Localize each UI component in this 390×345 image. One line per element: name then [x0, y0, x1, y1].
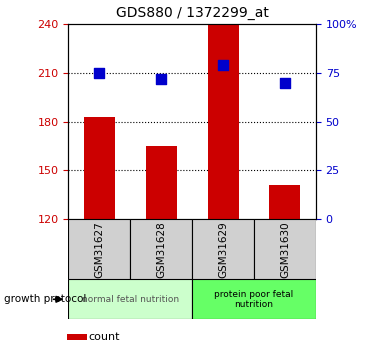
- Text: GSM31630: GSM31630: [280, 221, 290, 278]
- Text: GSM31627: GSM31627: [94, 221, 104, 278]
- Point: [158, 76, 164, 81]
- Point: [96, 70, 102, 76]
- Bar: [130, 219, 192, 279]
- Text: GSM31628: GSM31628: [156, 221, 166, 278]
- Text: GSM31629: GSM31629: [218, 221, 228, 278]
- Bar: [192, 219, 254, 279]
- Title: GDS880 / 1372299_at: GDS880 / 1372299_at: [116, 6, 268, 20]
- Bar: [68, 279, 192, 319]
- Text: normal fetal nutrition: normal fetal nutrition: [82, 295, 179, 304]
- Bar: [84, 117, 115, 219]
- Bar: [207, 24, 239, 219]
- Bar: [192, 279, 316, 319]
- Bar: [269, 185, 300, 219]
- Text: growth protocol: growth protocol: [4, 294, 86, 304]
- Text: protein poor fetal
nutrition: protein poor fetal nutrition: [215, 289, 294, 309]
- Bar: [145, 146, 177, 219]
- Bar: [67, 335, 87, 340]
- Point: [220, 62, 226, 68]
- Text: count: count: [89, 332, 120, 342]
- Point: [282, 80, 288, 85]
- Bar: [68, 219, 130, 279]
- Bar: [254, 219, 316, 279]
